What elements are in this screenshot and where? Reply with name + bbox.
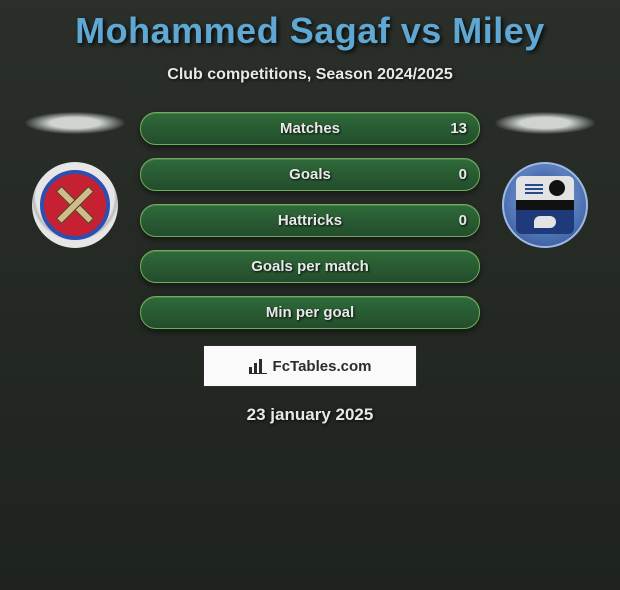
stat-row-goals: Goals 0	[140, 158, 480, 191]
player-silhouette-right	[495, 112, 595, 134]
stat-value-right: 0	[459, 212, 467, 229]
stat-label: Min per goal	[266, 304, 354, 321]
stat-value-right: 13	[450, 120, 467, 137]
attribution-box: FcTables.com	[203, 345, 417, 387]
bar-chart-icon	[249, 359, 267, 373]
stat-label: Hattricks	[278, 212, 342, 229]
right-player-column	[490, 112, 600, 248]
stat-label: Goals per match	[251, 258, 369, 275]
stats-list: Matches 13 Goals 0 Hattricks 0 Goals per…	[140, 112, 480, 329]
stat-row-min-per-goal: Min per goal	[140, 296, 480, 329]
page-title: Mohammed Sagaf vs Miley	[0, 10, 620, 52]
left-player-column	[20, 112, 130, 248]
stat-row-hattricks: Hattricks 0	[140, 204, 480, 237]
football-icon	[549, 180, 565, 196]
stat-value-right: 0	[459, 166, 467, 183]
stat-label: Matches	[280, 120, 340, 137]
club-badge-left	[32, 162, 118, 248]
attribution-text: FcTables.com	[273, 358, 372, 375]
stat-row-goals-per-match: Goals per match	[140, 250, 480, 283]
waves-icon	[525, 182, 543, 194]
comparison-container: Matches 13 Goals 0 Hattricks 0 Goals per…	[0, 112, 620, 329]
player-silhouette-left	[25, 112, 125, 134]
stat-row-matches: Matches 13	[140, 112, 480, 145]
hammers-icon	[53, 183, 97, 227]
date-text: 23 january 2025	[0, 405, 620, 425]
shrimp-icon	[534, 216, 556, 228]
subtitle: Club competitions, Season 2024/2025	[0, 66, 620, 84]
club-badge-right	[502, 162, 588, 248]
stat-label: Goals	[289, 166, 331, 183]
